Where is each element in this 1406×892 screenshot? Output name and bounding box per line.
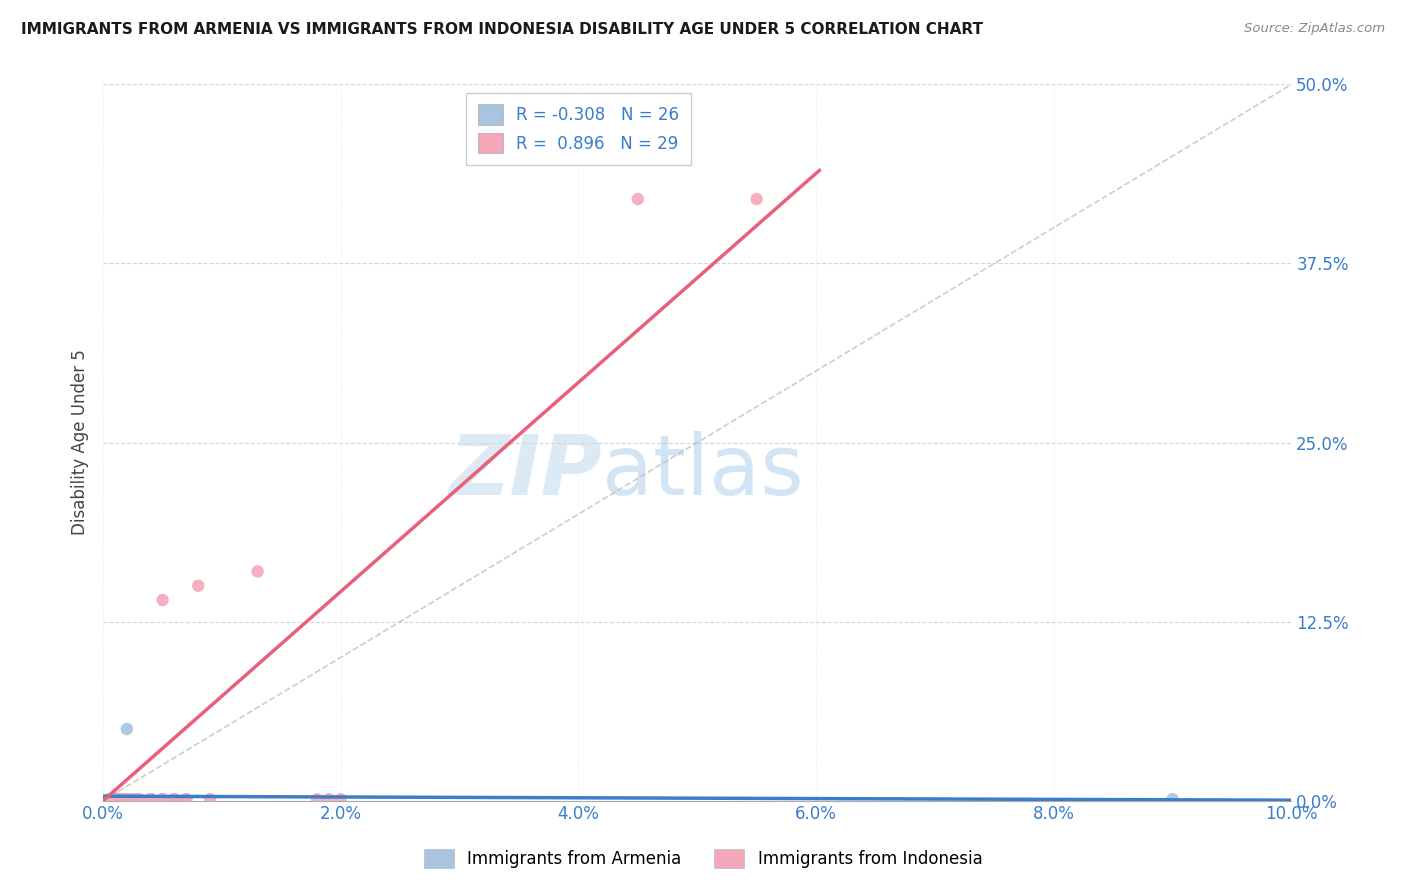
Point (128, 792, 150, 806)
Text: Source: ZipAtlas.com: Source: ZipAtlas.com (1244, 22, 1385, 36)
Point (163, 792, 186, 806)
Point (115, 722, 138, 736)
Point (128, 792, 150, 806)
Point (115, 792, 138, 806)
Point (176, 792, 198, 806)
Point (745, 192, 768, 206)
Point (139, 792, 162, 806)
Point (627, 192, 650, 206)
Point (121, 792, 143, 806)
Point (104, 790, 127, 805)
Text: atlas: atlas (602, 431, 804, 512)
Point (163, 792, 186, 806)
Point (110, 792, 132, 806)
Point (163, 792, 186, 806)
Point (115, 792, 138, 806)
Point (128, 792, 150, 806)
Point (128, 792, 150, 806)
Point (176, 792, 198, 806)
Point (110, 792, 132, 806)
Point (104, 792, 127, 806)
Point (115, 792, 138, 806)
Point (115, 792, 138, 806)
Point (115, 792, 138, 806)
Point (104, 792, 127, 806)
Point (128, 792, 150, 806)
Point (115, 792, 138, 806)
Point (128, 792, 150, 806)
Point (139, 792, 162, 806)
Point (139, 792, 162, 806)
Legend: Immigrants from Armenia, Immigrants from Indonesia: Immigrants from Armenia, Immigrants from… (416, 842, 990, 875)
Point (98, 792, 121, 806)
Point (187, 579, 209, 593)
Point (98, 792, 121, 806)
Point (115, 792, 138, 806)
Point (128, 792, 150, 806)
Point (128, 792, 150, 806)
Point (104, 792, 127, 806)
Y-axis label: Disability Age Under 5: Disability Age Under 5 (72, 350, 89, 535)
Point (318, 792, 340, 806)
Point (152, 792, 174, 806)
Point (115, 792, 138, 806)
Point (139, 792, 162, 806)
Point (152, 792, 174, 806)
Point (104, 792, 127, 806)
Legend: R = -0.308   N = 26, R =  0.896   N = 29: R = -0.308 N = 26, R = 0.896 N = 29 (465, 93, 690, 165)
Point (329, 792, 352, 806)
Point (115, 792, 138, 806)
Point (246, 565, 269, 579)
Point (128, 792, 150, 806)
Point (1161, 792, 1184, 806)
Point (139, 792, 162, 806)
Point (305, 792, 328, 806)
Text: IMMIGRANTS FROM ARMENIA VS IMMIGRANTS FROM INDONESIA DISABILITY AGE UNDER 5 CORR: IMMIGRANTS FROM ARMENIA VS IMMIGRANTS FR… (21, 22, 983, 37)
Point (198, 792, 221, 806)
Point (110, 792, 132, 806)
Point (104, 792, 127, 806)
Point (152, 593, 174, 607)
Point (104, 792, 127, 806)
Text: ZIP: ZIP (450, 431, 602, 512)
Point (104, 792, 127, 806)
